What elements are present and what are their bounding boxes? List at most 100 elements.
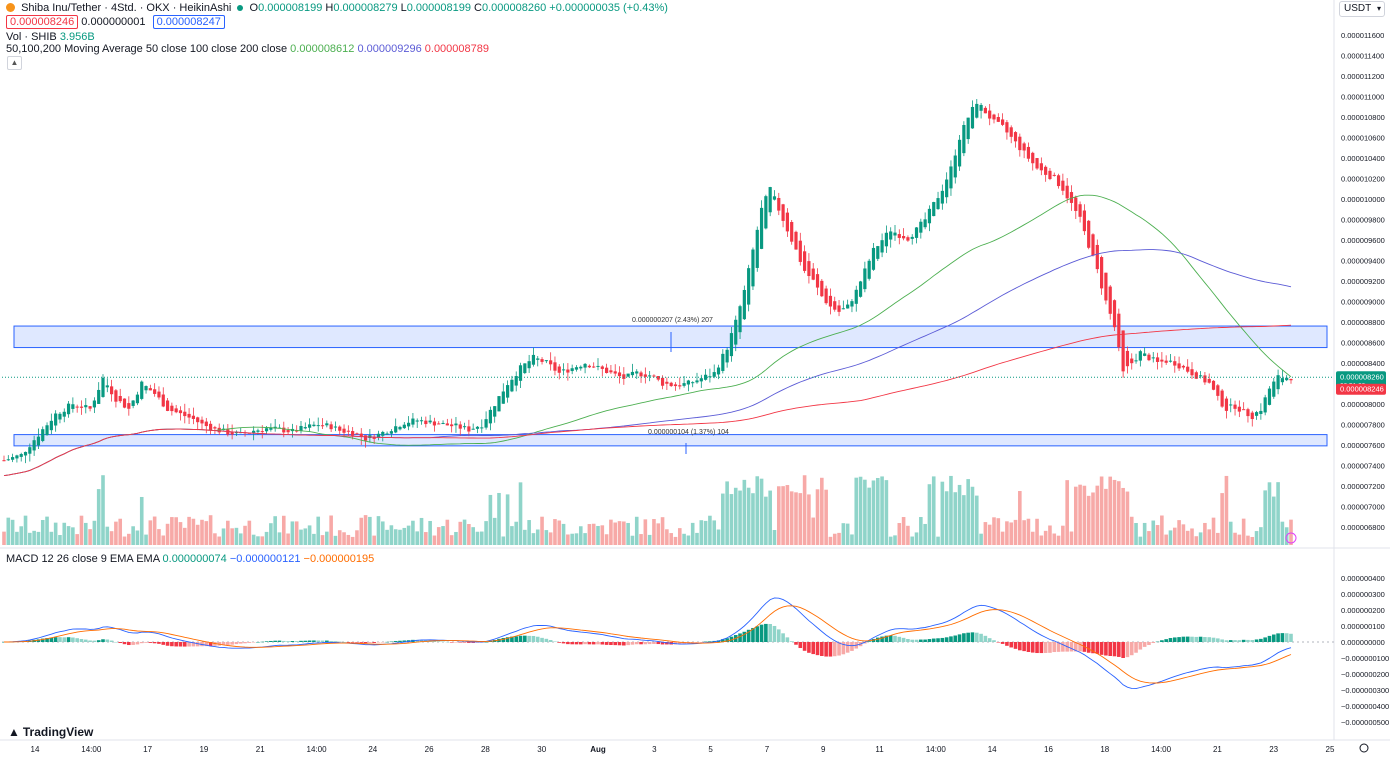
- candle-body: [1130, 358, 1134, 364]
- macd-histogram-bar: [781, 633, 785, 642]
- macd-histogram-bar: [247, 642, 252, 643]
- macd-histogram-bar: [294, 641, 299, 642]
- volume-bar: [923, 523, 927, 545]
- ma200-line: [3, 324, 1292, 477]
- volume-bar: [712, 520, 717, 545]
- volume-bar: [893, 535, 897, 545]
- ma200-value: 0.000008789: [424, 43, 489, 55]
- ma100-value: 0.000009296: [357, 43, 422, 55]
- bid-button[interactable]: 0.000008246: [6, 15, 79, 29]
- candle-body: [932, 202, 936, 217]
- macd-label[interactable]: MACD 12 26 close 9 EMA EMA: [6, 553, 160, 565]
- macd-histogram-bar: [639, 642, 643, 645]
- macd-histogram-bar: [114, 641, 118, 643]
- macd-histogram-bar: [531, 635, 536, 642]
- candle-body: [566, 369, 570, 373]
- volume-bar: [346, 534, 351, 545]
- macd-histogram-bar: [1164, 639, 1168, 642]
- candle-body: [454, 423, 458, 426]
- candle-body: [437, 423, 441, 425]
- volume-bar: [277, 532, 282, 545]
- lightning-icon[interactable]: [1285, 532, 1297, 544]
- volume-bar: [587, 524, 592, 545]
- macd-histogram-bar: [139, 642, 144, 644]
- volume-bar: [768, 490, 772, 545]
- volume-bar: [634, 516, 639, 545]
- time-tick-label: 30: [537, 745, 546, 754]
- candle-body: [462, 426, 467, 428]
- collapse-legend-chevron-icon[interactable]: ▲: [7, 56, 22, 70]
- volume-bar: [863, 479, 867, 545]
- volume-bar: [871, 480, 876, 545]
- volume-bar: [1018, 491, 1022, 545]
- volume-label[interactable]: Vol · SHIB: [6, 31, 57, 43]
- macd-legend: MACD 12 26 close 9 EMA EMA 0.000000074 −…: [6, 553, 374, 565]
- volume-bar: [1000, 531, 1005, 545]
- volume-bar: [858, 476, 863, 545]
- volume-bar: [462, 519, 467, 545]
- macd-histogram-bar: [1280, 633, 1285, 642]
- volume-bar: [1125, 491, 1130, 545]
- candle-body: [639, 372, 643, 377]
- volume-bar: [996, 518, 1001, 545]
- volume-bar: [307, 525, 312, 545]
- candle-body: [841, 308, 845, 310]
- price-tick-label: 0.000011000: [1341, 93, 1384, 102]
- macd-histogram-bar: [1061, 642, 1065, 652]
- ma-label[interactable]: 50,100,200 Moving Average 50 close 100 c…: [6, 43, 288, 55]
- macd-histogram-bar: [949, 636, 953, 642]
- volume-bar: [570, 533, 574, 545]
- volume-bar: [299, 529, 303, 545]
- candle-body: [1069, 192, 1074, 203]
- candle-body: [742, 289, 746, 320]
- candle-body: [49, 420, 53, 431]
- candle-body: [1074, 197, 1078, 211]
- macd-histogram-bar: [596, 642, 600, 645]
- macd-histogram-bar: [919, 639, 923, 642]
- macd-histogram-bar: [58, 637, 62, 642]
- candle-body: [953, 155, 957, 178]
- macd-histogram-bar: [1091, 642, 1095, 654]
- ask-button[interactable]: 0.000008247: [152, 15, 225, 29]
- price-tick-label: 0.000009000: [1341, 297, 1385, 306]
- volume-bar: [419, 517, 424, 545]
- macd-histogram-bar: [983, 635, 988, 642]
- volume-bar: [1185, 530, 1190, 545]
- volume-bar: [127, 533, 131, 545]
- volume-bar: [406, 525, 411, 545]
- macd-histogram-bar: [729, 636, 734, 642]
- macd-histogram-bar: [380, 642, 385, 643]
- candle-body: [949, 166, 953, 189]
- candle-body: [15, 455, 19, 459]
- candle-body: [363, 435, 368, 441]
- macd-histogram-bar: [1190, 636, 1194, 642]
- volume-bar: [540, 516, 544, 545]
- candle-body: [1272, 381, 1276, 397]
- candle-body: [1112, 300, 1117, 328]
- volume-bar: [1246, 535, 1250, 545]
- candle-body: [497, 396, 501, 412]
- price-tick-label: 0.000008000: [1341, 400, 1385, 409]
- candle-body: [1056, 175, 1061, 187]
- volume-bar: [557, 520, 562, 545]
- candle-body: [772, 196, 777, 200]
- macd-histogram-bar: [303, 640, 308, 642]
- symbol-title[interactable]: Shiba Inu/Tether · 4Std. · OKX · HeikinA…: [21, 2, 232, 14]
- candle-body: [135, 394, 140, 404]
- candle-body: [682, 383, 686, 386]
- candle-body: [312, 424, 316, 427]
- candle-body: [376, 433, 381, 438]
- price-tick-label: 0.000009600: [1341, 236, 1385, 245]
- candle-body: [1009, 127, 1013, 137]
- candle-body: [622, 374, 626, 379]
- volume-bar: [1177, 520, 1181, 545]
- candle-body: [1199, 375, 1203, 377]
- volume-bar: [643, 519, 648, 545]
- macd-histogram-bar: [170, 642, 174, 647]
- candle-body: [1207, 378, 1211, 383]
- macd-histogram-bar: [40, 638, 45, 642]
- settings-gear-icon[interactable]: [1359, 743, 1369, 753]
- currency-selector[interactable]: USDT ▾: [1339, 1, 1385, 17]
- volume-bar: [906, 525, 910, 545]
